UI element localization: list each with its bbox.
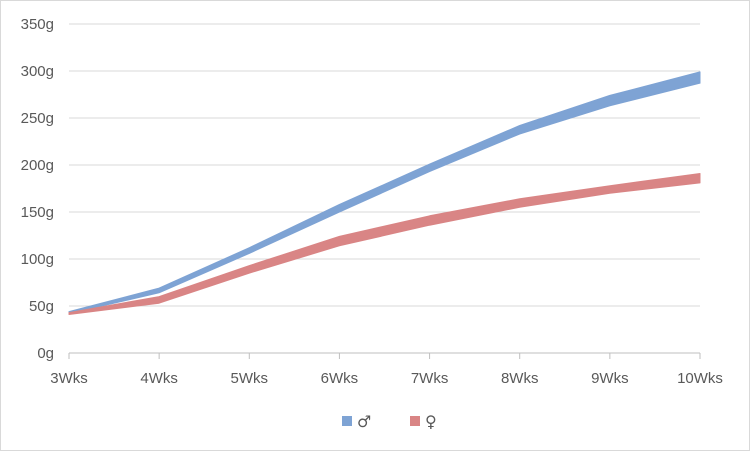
y-tick-label: 150g (21, 204, 54, 221)
x-tick-label: 6Wks (321, 370, 359, 387)
y-tick-label: 250g (21, 110, 54, 127)
y-axis: 0g 50g 100g 150g 200g 250g 300g 350g (21, 16, 54, 362)
y-tick-label: 200g (21, 157, 54, 174)
y-tick-label: 350g (21, 16, 54, 33)
x-tick-label: 8Wks (501, 370, 539, 387)
y-tick-label: 0g (37, 345, 54, 362)
y-tick-label: 100g (21, 251, 54, 268)
legend-swatch (342, 416, 352, 426)
x-tick-label: 4Wks (140, 370, 178, 387)
y-tick-label: 300g (21, 63, 54, 80)
series-bands (68, 71, 701, 315)
series-band-1 (68, 173, 701, 315)
x-tick-label: 3Wks (50, 370, 88, 387)
x-axis: 3Wks 4Wks 5Wks 6Wks 7Wks 8Wks 9Wks 10Wks (50, 352, 723, 387)
x-tick-label: 7Wks (411, 370, 449, 387)
legend-label: ♀ (425, 412, 437, 431)
series-band-0 (68, 71, 701, 314)
y-tick-label: 50g (29, 298, 54, 315)
gridlines (69, 23, 700, 307)
legend: ♂ ♀ (342, 412, 437, 431)
x-tick-label: 5Wks (231, 370, 269, 387)
legend-label: ♂ (357, 412, 371, 431)
x-tick-label: 10Wks (677, 370, 723, 387)
x-tick-label: 9Wks (591, 370, 629, 387)
legend-swatch (410, 416, 420, 426)
